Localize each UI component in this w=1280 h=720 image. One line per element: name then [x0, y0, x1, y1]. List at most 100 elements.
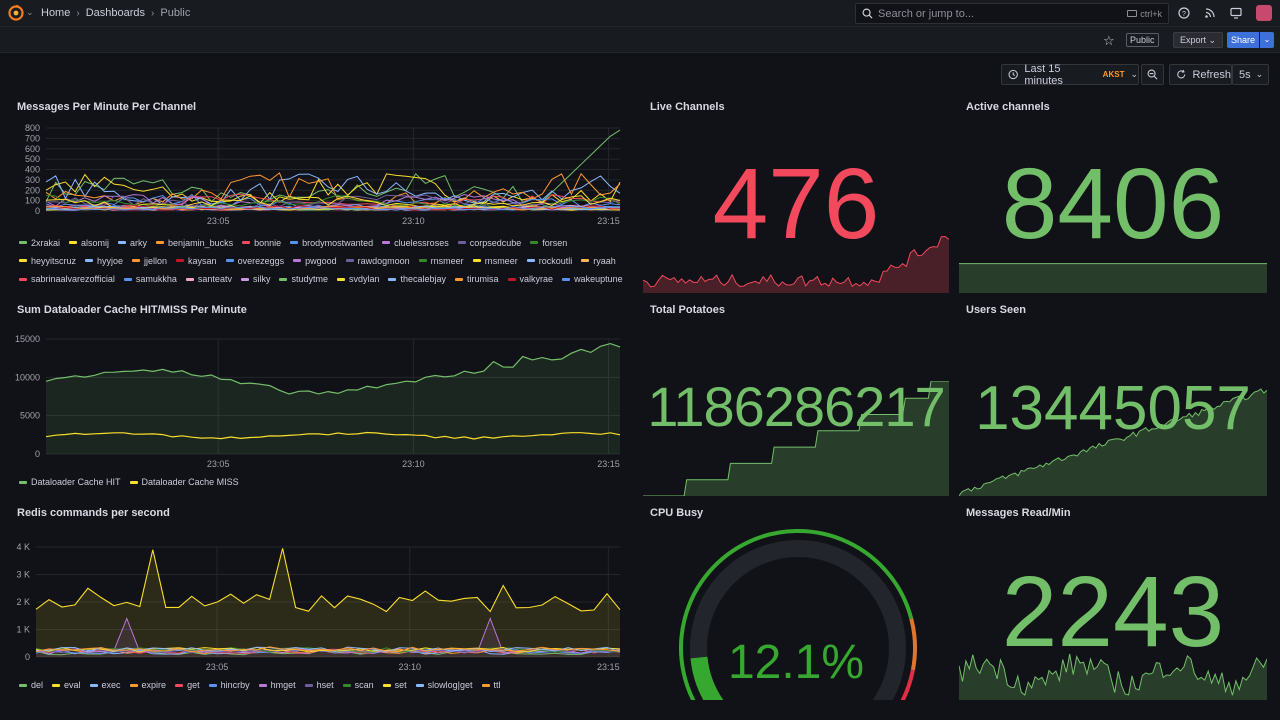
x-tick-label: 23:10: [402, 459, 425, 469]
legend-label: santeatv: [197, 274, 232, 285]
panel-live-channels[interactable]: Live Channels 476: [643, 94, 949, 293]
breadcrumb-dashboards[interactable]: Dashboards: [85, 7, 146, 19]
keyboard-icon: [1127, 10, 1138, 17]
sparkline-chart: [643, 235, 949, 293]
legend-label: valkyrae: [519, 274, 554, 285]
legend-item[interactable]: benjamin_bucks: [156, 235, 233, 250]
legend-label: thecalebjay: [400, 274, 447, 285]
legend-item[interactable]: bonnie: [242, 235, 281, 250]
panel-redis-commands[interactable]: Redis commands per second 4 K 3 K 2 K 1 K 0 2…: [10, 500, 630, 700]
legend-item[interactable]: tirumisa: [455, 272, 499, 287]
zoom-out-icon: [1147, 69, 1158, 80]
legend-swatch: [304, 683, 313, 687]
legend-item[interactable]: sabrinaalvarezofficial: [19, 272, 115, 287]
panel-dataloader-cache[interactable]: Sum Dataloader Cache HIT/MISS Per Minute…: [10, 297, 630, 493]
legend-item[interactable]: ttl: [481, 678, 501, 692]
panel-total-potatoes[interactable]: Total Potatoes 1186286217: [643, 297, 949, 496]
legend-swatch: [336, 277, 345, 281]
refresh-button[interactable]: Refresh: [1169, 64, 1232, 85]
legend-item[interactable]: hincrby: [208, 678, 250, 692]
legend-item[interactable]: cluelessroses: [382, 235, 449, 250]
legend-item[interactable]: corpsedcube: [457, 235, 521, 250]
legend-item[interactable]: overezeggs: [225, 253, 284, 268]
legend-item[interactable]: rnsmeer: [472, 253, 518, 268]
share-dropdown-icon[interactable]: ⌄: [1260, 32, 1274, 48]
legend-item[interactable]: ryaah: [581, 253, 616, 268]
legend-item[interactable]: del: [19, 678, 43, 692]
legend-item[interactable]: get: [175, 678, 200, 692]
legend-item[interactable]: studytme: [279, 272, 328, 287]
refresh-icon: [1177, 69, 1186, 79]
legend-item[interactable]: heyyitscruz: [19, 253, 76, 268]
panel-cpu-busy[interactable]: CPU Busy 12.1%: [643, 500, 949, 700]
legend-item[interactable]: svdylan: [336, 272, 379, 287]
legend-item[interactable]: arky: [118, 235, 147, 250]
search-input[interactable]: Search or jump to... ctrl+k: [855, 3, 1169, 24]
star-icon[interactable]: ☆: [1103, 33, 1115, 48]
legend-item[interactable]: rawdogmoon: [345, 253, 410, 268]
share-button[interactable]: Share: [1227, 32, 1259, 48]
legend-swatch: [293, 259, 302, 263]
legend-item[interactable]: kaysan: [176, 253, 217, 268]
panel-messages-per-minute[interactable]: Messages Per Minute Per Channel 800 700 60…: [10, 94, 630, 290]
chevron-right-icon: ›: [76, 7, 80, 19]
legend-item[interactable]: rnsmeer: [418, 253, 464, 268]
export-button[interactable]: Export ⌄: [1173, 32, 1224, 48]
legend-item[interactable]: expire: [129, 678, 166, 692]
time-range-picker[interactable]: Last 15 minutes AKST ⌄: [1001, 63, 1139, 87]
help-icon[interactable]: ?: [1178, 7, 1190, 19]
legend-item[interactable]: alsomij: [69, 235, 109, 250]
legend-item[interactable]: jjellon: [132, 253, 167, 268]
legend-item[interactable]: samukkha: [123, 272, 177, 287]
cache-timeseries-chart[interactable]: 15000 10000 5000 0 23:05 23:10 23:15: [10, 331, 630, 473]
shortcut-text: ctrl+k: [1140, 8, 1162, 19]
legend-item[interactable]: silky: [240, 272, 270, 287]
kiosk-monitor-icon[interactable]: [1230, 7, 1242, 19]
legend-label: hyyjoe: [97, 255, 124, 266]
legend-item[interactable]: slowlog|get: [415, 678, 473, 692]
refresh-interval-picker[interactable]: 5s ⌄: [1232, 64, 1269, 85]
chevron-down-icon[interactable]: ⌄: [26, 7, 34, 17]
breadcrumb-home[interactable]: Home: [41, 7, 71, 19]
redis-timeseries-chart[interactable]: 4 K 3 K 2 K 1 K 0 23:05 23:10 23:15: [10, 534, 630, 676]
legend-item[interactable]: forsen: [530, 235, 567, 250]
legend-item[interactable]: santeatv: [185, 272, 232, 287]
legend-item[interactable]: rockoutli: [526, 253, 572, 268]
legend-item[interactable]: thecalebjay: [388, 272, 446, 287]
gauge-threshold-red: [900, 669, 915, 700]
legend-label: rnsmeer: [430, 255, 464, 266]
legend-item[interactable]: eval: [52, 678, 81, 692]
legend-item[interactable]: pwgood: [293, 253, 337, 268]
legend-item[interactable]: wakeuptune: [562, 272, 623, 287]
legend-swatch: [388, 277, 397, 281]
zoom-out-button[interactable]: [1141, 64, 1164, 85]
sparkline-chart: [959, 653, 1267, 700]
legend-swatch: [175, 683, 184, 687]
legend-item[interactable]: Dataloader Cache MISS: [129, 475, 239, 489]
legend-swatch: [19, 683, 27, 687]
chevron-down-icon: ⌄: [1255, 69, 1264, 79]
legend-item[interactable]: valkyrae: [507, 272, 554, 287]
legend-item[interactable]: Dataloader Cache HIT: [19, 475, 121, 489]
legend-item[interactable]: hmget: [258, 678, 296, 692]
legend-swatch: [129, 683, 138, 687]
legend-item[interactable]: 2xrakai: [19, 235, 60, 250]
legend-item[interactable]: hyyjoe: [85, 253, 123, 268]
panel-users-seen[interactable]: Users Seen 13445057: [959, 297, 1267, 496]
user-avatar[interactable]: [1256, 5, 1272, 21]
rss-news-icon[interactable]: [1204, 7, 1216, 19]
panel-active-channels[interactable]: Active channels 8406: [959, 94, 1267, 293]
x-tick-label: 23:05: [207, 459, 230, 469]
x-tick-label: 23:10: [398, 662, 421, 672]
legend-item[interactable]: hset: [304, 678, 334, 692]
legend-item[interactable]: scan: [342, 678, 374, 692]
grafana-logo-icon[interactable]: [8, 5, 24, 21]
legend-item[interactable]: exec: [89, 678, 121, 692]
panel-messages-read[interactable]: Messages Read/Min 2243: [959, 500, 1267, 700]
legend-item[interactable]: set: [382, 678, 407, 692]
legend-label: forsen: [542, 237, 568, 248]
legend-item[interactable]: brodymostwanted: [290, 235, 373, 250]
panel-title: Total Potatoes: [650, 304, 725, 316]
clock-icon: [1008, 69, 1018, 80]
